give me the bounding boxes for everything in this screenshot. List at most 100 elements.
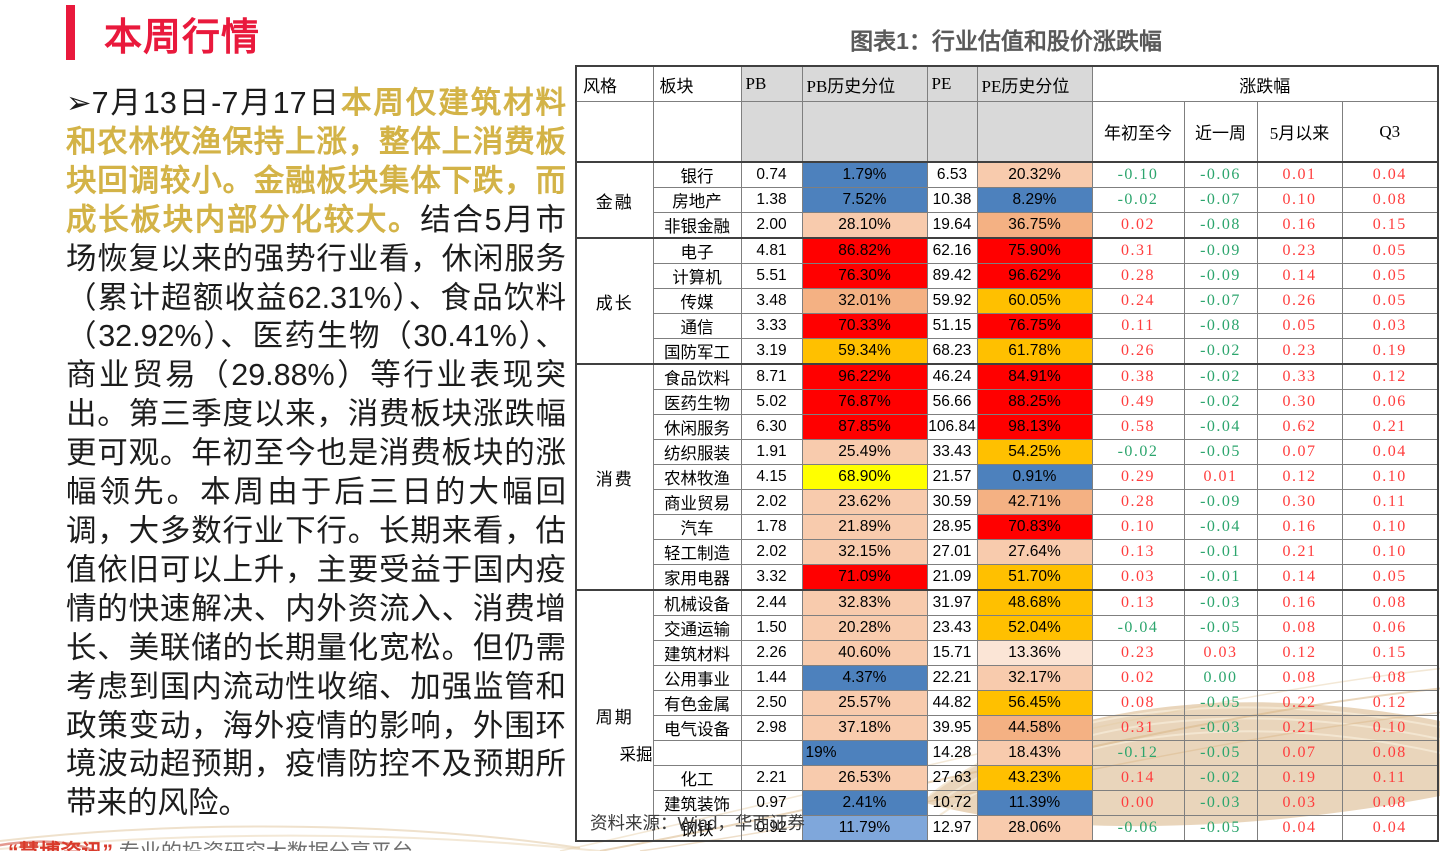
pb-value-cell: 2.02 [740,539,803,565]
table-row: 有色金属 2.50 25.57% 44.82 56.45% 0.08 -0.05 0.22 0.… [576,690,1439,716]
pe-value-cell: 28.95 [926,514,978,540]
pb-value-cell: 5.51 [740,263,803,289]
pb-percentile-cell: 19% [801,740,928,766]
change-value-cell: 0.38 [1091,363,1185,390]
empty-header-cell [976,101,1093,163]
footer-tagline: 专业的投资研究大数据分享平台 [119,841,413,851]
pe-value-cell: 27.63 [926,765,978,791]
change-value-cell: 0.03 [1341,313,1439,339]
pe-value-cell: 22.21 [926,665,978,691]
style-group-cell: 成长 [575,237,654,365]
change-value-cell: 0.12 [1256,640,1343,666]
pb-value-cell: 2.26 [740,640,803,666]
pb-value-cell: 6.30 [740,414,803,440]
pe-percentile-cell: 70.83% [976,514,1093,540]
col-header-pb: PB [740,65,803,102]
commentary-highlight: 本周仅建筑材料和农林牧渔保持上涨，整体上消费板块回调较小。金融板块集体下跌，而成… [66,86,567,237]
pb-percentile-cell: 68.90% [801,464,928,490]
style-group-cell: 金融 [575,161,654,239]
pe-value-cell: 30.59 [926,489,978,515]
pe-value-cell: 14.28 [926,740,978,766]
change-value-cell: 0.00 [1091,790,1185,816]
pb-value-cell: 1.78 [740,514,803,540]
sector-cell: 化工 [652,765,742,791]
change-value-cell: 0.58 [1091,414,1185,440]
weekly-commentary: ➢7月13日-7月17日本周仅建筑材料和农林牧渔保持上涨，整体上消费板块回调较小… [66,84,566,823]
sector-cell: 银行 [652,161,742,188]
pb-value-cell: 1.38 [740,187,803,213]
table-row: 传媒 3.48 32.01% 59.92 60.05% 0.24 -0.07 0.26 0.05 [576,288,1439,314]
pb-percentile-cell: 23.62% [801,489,928,515]
sector-cell: 农林牧渔 [652,464,742,490]
change-value-cell: 0.22 [1256,690,1343,716]
change-value-cell: 0.04 [1341,439,1439,465]
pe-percentile-cell: 44.58% [976,715,1093,741]
change-value-cell: 0.21 [1341,414,1439,440]
sector-cell: 计算机 [652,263,742,289]
table-row: 金融 银行 0.74 1.79% 6.53 20.32% -0.10 -0.06 0.01 0.0… [575,161,1439,239]
sector-cell: 电气设备 [652,715,742,741]
valuation-table-container: 风格 板块 PB PB历史分位 PE PE历史分位 涨跌幅 年初至今 近 [575,65,1439,842]
change-value-cell: -0.04 [1183,514,1258,540]
pe-value-cell: 68.23 [926,338,978,365]
change-value-cell: 0.28 [1091,489,1185,515]
pb-value-cell: 3.48 [740,288,803,314]
pb-percentile-cell: 2.41% [801,790,928,816]
pe-value-cell: 46.24 [926,363,978,390]
pb-percentile-cell: 76.30% [801,263,928,289]
pe-value-cell: 10.72 [926,790,978,816]
pb-percentile-cell: 96.22% [801,363,928,390]
pe-value-cell: 27.01 [926,539,978,565]
pe-percentile-cell: 28.06% [976,815,1093,842]
change-value-cell: 0.08 [1256,665,1343,691]
pb-percentile-cell: 86.82% [801,237,928,264]
change-value-cell: 0.23 [1256,338,1343,365]
col-header-style: 风格 [575,65,654,102]
change-value-cell: 0.14 [1091,765,1185,791]
pb-value-cell: 2.50 [740,690,803,716]
change-value-cell: 0.04 [1256,815,1343,842]
sector-cell: 医药生物 [652,389,742,415]
table-row: 医药生物 5.02 76.87% 56.66 88.25% 0.49 -0.02 0.30 0.… [576,389,1439,415]
pe-percentile-cell: 13.36% [976,640,1093,666]
pe-value-cell: 21.57 [926,464,978,490]
table-header-row-1: 风格 板块 PB PB历史分位 PE PE历史分位 涨跌幅 [575,65,1439,102]
pb-value-cell: 0.74 [740,161,803,188]
change-value-cell: 0.04 [1341,815,1439,842]
pb-percentile-cell: 32.15% [801,539,928,565]
change-value-cell: 0.08 [1341,589,1439,616]
col-header-q3: Q3 [1341,101,1439,163]
change-value-cell: 0.05 [1341,288,1439,314]
change-value-cell: 0.05 [1341,237,1439,264]
empty-header-cell [926,101,978,163]
pb-value-cell: 3.33 [740,313,803,339]
change-value-cell: 0.10 [1341,514,1439,540]
table-row: 农林牧渔 4.15 68.90% 21.57 0.91% 0.29 0.01 0.12 0.10 [576,464,1439,490]
change-value-cell: -0.05 [1183,690,1258,716]
pe-value-cell: 21.09 [926,564,978,591]
change-value-cell: 0.16 [1256,514,1343,540]
change-value-cell: 0.03 [1091,564,1185,591]
change-value-cell: 0.06 [1341,389,1439,415]
chart-title: 图表1：行业估值和股价涨跌幅 [850,28,1162,54]
empty-header-cell [801,101,928,163]
pb-value-cell: 1.50 [740,615,803,641]
pe-value-cell: 31.97 [926,589,978,616]
sector-cell: 建筑材料 [652,640,742,666]
col-header-pb-percentile: PB历史分位 [801,65,928,102]
table-row: 休闲服务 6.30 87.85% 106.84 98.13% 0.58 -0.04 0.62 0… [576,414,1439,440]
pb-percentile-cell: 32.01% [801,288,928,314]
pe-value-cell: 19.64 [926,212,978,239]
pb-percentile-cell: 59.34% [801,338,928,365]
pe-percentile-cell: 0.91% [976,464,1093,490]
pe-value-cell: 59.92 [926,288,978,314]
change-value-cell: 0.29 [1091,464,1185,490]
table-row: 采掘 19% 14.28 18.43% -0.12 -0.05 0.07 0.08 [576,740,1439,766]
change-value-cell: 0.10 [1341,539,1439,565]
change-value-cell: -0.02 [1183,389,1258,415]
change-value-cell: 0.08 [1341,790,1439,816]
change-value-cell: -0.05 [1183,740,1258,766]
change-value-cell: -0.12 [1091,740,1185,766]
pb-percentile-cell: 37.18% [801,715,928,741]
change-value-cell: 0.12 [1341,363,1439,390]
